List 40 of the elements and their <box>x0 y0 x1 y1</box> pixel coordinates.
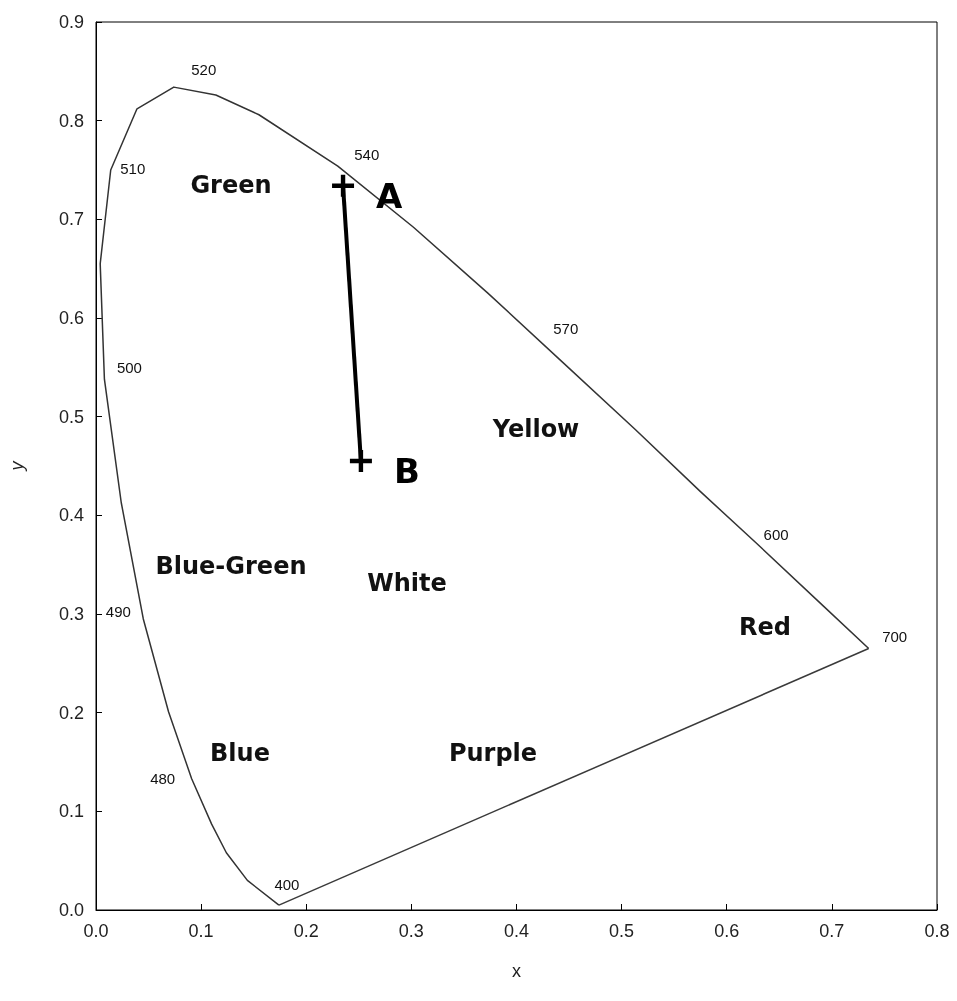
annotation: 700 <box>882 628 908 646</box>
annotation: Red <box>739 613 791 641</box>
y-tick-label: 0.9 <box>58 12 84 32</box>
y-tick-label: 0.2 <box>58 702 84 723</box>
data-label: B <box>393 451 420 492</box>
annotation: 570 <box>553 319 579 337</box>
x-tick-label: 0.4 <box>503 921 530 941</box>
annotation: Blue-Green <box>155 552 307 580</box>
y-tick-label: 0.8 <box>58 110 84 131</box>
data-label: A <box>376 175 404 216</box>
y-tick-label: 0.0 <box>58 900 84 920</box>
annotation: White <box>367 569 447 597</box>
x-tick-label: 0.7 <box>819 921 845 941</box>
y-axis-title: y <box>7 460 27 473</box>
y-tick-label: 0.1 <box>58 801 84 822</box>
x-tick-label: 0.2 <box>293 921 319 941</box>
x-tick-label: 0.8 <box>924 921 950 941</box>
y-tick-label: 0.4 <box>58 505 84 526</box>
y-tick-label: 0.3 <box>58 604 84 624</box>
annotation: Blue <box>210 739 270 767</box>
x-tick-label: 0.0 <box>83 921 109 941</box>
annotation: 540 <box>354 145 380 163</box>
y-tick-label: 0.5 <box>58 406 84 427</box>
annotation: Green <box>190 171 272 199</box>
x-tick-label: 0.1 <box>188 921 214 941</box>
annotation: 510 <box>120 159 146 177</box>
annotation: 600 <box>763 526 789 544</box>
annotation: Yellow <box>491 415 580 443</box>
x-tick-label: 0.3 <box>398 921 424 941</box>
annotation: 400 <box>274 875 300 893</box>
annotation: Purple <box>448 739 538 767</box>
y-tick-label: 0.7 <box>58 209 84 230</box>
annotation: 520 <box>191 60 217 78</box>
x-tick-label: 0.5 <box>609 921 635 941</box>
y-tick-label: 0.6 <box>58 308 84 328</box>
annotation: 490 <box>105 603 131 621</box>
x-axis-title: x <box>512 961 521 981</box>
annotation: 500 <box>116 358 142 376</box>
annotation: 480 <box>150 770 176 788</box>
x-tick-label: 0.6 <box>714 921 740 941</box>
